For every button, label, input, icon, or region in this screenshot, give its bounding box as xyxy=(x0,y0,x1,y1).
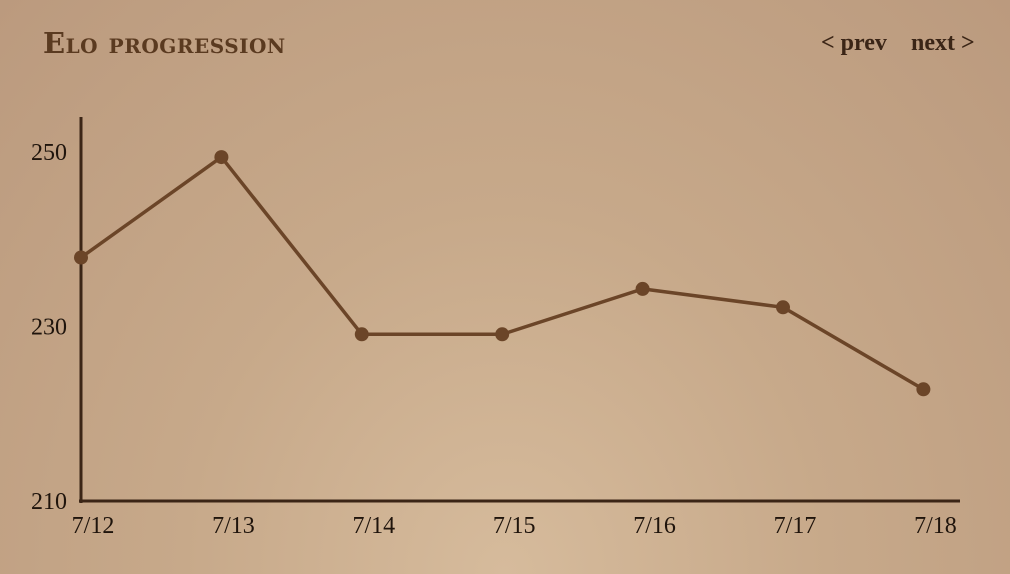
data-point[interactable] xyxy=(916,382,931,397)
x-tick-label: 7/13 xyxy=(212,513,255,539)
data-point[interactable] xyxy=(74,250,88,265)
y-tick-labels: 210 230 250 xyxy=(31,140,67,515)
x-tick-labels: 7/12 7/13 7/14 7/15 7/16 7/17 7/18 xyxy=(72,513,957,539)
series-line xyxy=(79,155,926,392)
y-tick-label: 250 xyxy=(31,140,67,166)
next-button[interactable]: next > xyxy=(911,30,975,56)
data-point[interactable] xyxy=(214,150,229,165)
data-point[interactable] xyxy=(635,281,650,296)
series-points xyxy=(74,150,931,397)
data-point[interactable] xyxy=(776,300,790,315)
data-point[interactable] xyxy=(354,327,369,342)
y-tick-label: 210 xyxy=(31,489,67,515)
x-tick-label: 7/12 xyxy=(72,513,115,539)
x-tick-label: 7/14 xyxy=(352,513,395,539)
chart-title: Elo progression xyxy=(43,26,286,60)
prev-button[interactable]: < prev xyxy=(821,30,887,56)
x-tick-label: 7/18 xyxy=(914,513,957,539)
y-tick-label: 230 xyxy=(31,314,67,340)
x-tick-label: 7/15 xyxy=(493,513,536,539)
x-tick-label: 7/17 xyxy=(774,513,817,539)
x-tick-label: 7/16 xyxy=(633,513,676,539)
data-point[interactable] xyxy=(495,327,510,342)
